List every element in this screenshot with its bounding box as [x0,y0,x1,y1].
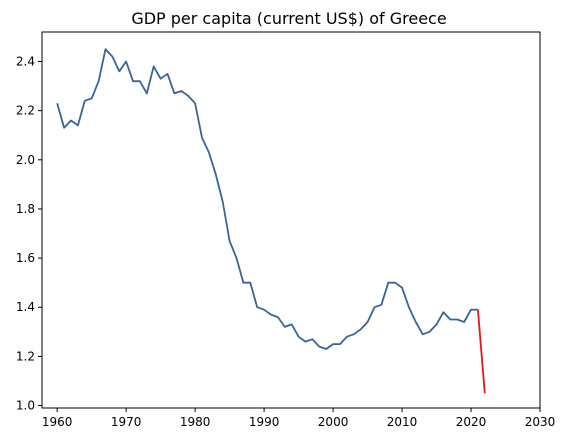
y-tick-label: 2.4 [16,54,35,68]
x-tick-label: 2000 [318,415,349,429]
y-tick-label: 1.2 [16,349,35,363]
x-tick-label: 2010 [387,415,418,429]
x-axis: 1960 1970 1980 1990 2000 2010 2020 2030 [42,408,555,429]
y-tick-label: 1.0 [16,399,35,413]
x-tick-label: 1990 [249,415,280,429]
y-tick-label: 1.4 [16,300,35,314]
axes-frame [41,31,541,409]
y-tick-label: 2.0 [16,153,35,167]
y-axis: 1.0 1.2 1.4 1.6 1.8 2.0 2.2 2.4 [16,54,42,413]
series-layer [56,48,486,394]
series-line-recent [477,309,486,394]
x-tick-label: 1980 [180,415,211,429]
plot-area [41,31,541,409]
y-tick-label: 1.6 [16,251,35,265]
y-tick-label: 1.8 [16,202,35,216]
series-line-historical [56,48,478,350]
x-tick-label: 2020 [456,415,487,429]
x-tick-label: 2030 [525,415,556,429]
x-tick-label: 1970 [111,415,142,429]
x-tick-label: 1960 [42,415,73,429]
y-tick-label: 2.2 [16,104,35,118]
chart-title: GDP per capita (current US$) of Greece [131,9,446,28]
